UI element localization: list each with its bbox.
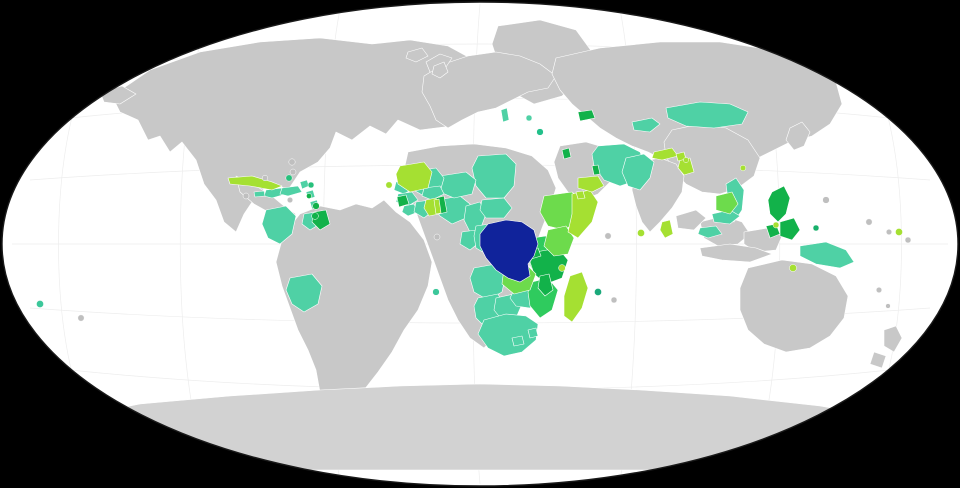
countries-dark-green — [306, 109, 801, 297]
highlight-country-dr-congo — [479, 219, 539, 283]
island-dots — [36, 114, 912, 322]
cape-verde-dot — [385, 181, 393, 189]
timor-leste-dot — [789, 264, 797, 272]
countries-yellow-green — [227, 147, 903, 323]
comoros-dot — [558, 264, 566, 272]
maldives-dot — [637, 229, 645, 237]
